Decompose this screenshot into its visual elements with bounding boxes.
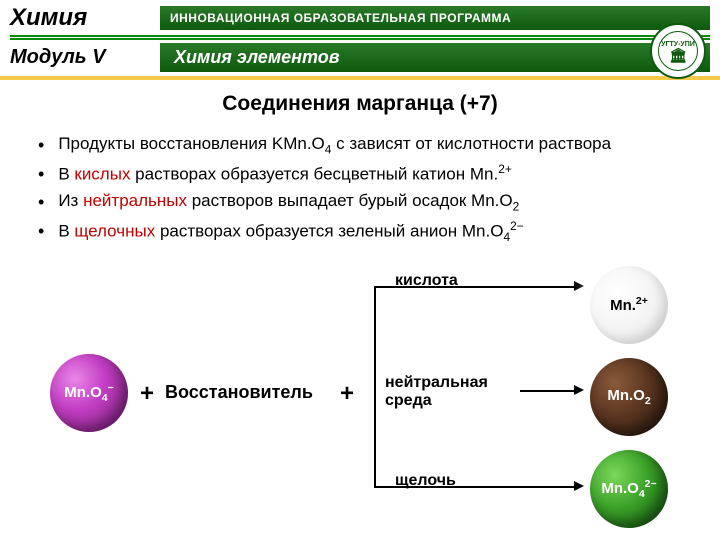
arrow-icon bbox=[574, 481, 584, 491]
bullet-list: Продукты восстановления KMn.O4 с зависят… bbox=[38, 132, 690, 246]
reaction-diagram: Mn.O4− + Восстановитель + кислота нейтра… bbox=[30, 272, 690, 532]
bullet-item: В кислых растворах образуется бесцветный… bbox=[38, 161, 690, 187]
divider-line-1 bbox=[10, 35, 710, 37]
section-bar: Химия элементов bbox=[160, 43, 710, 72]
reagent-sphere: Mn.O4− bbox=[50, 354, 128, 432]
arrow-icon bbox=[574, 281, 584, 291]
neutral-label: нейтральная среда bbox=[385, 374, 525, 410]
reagent-formula: Mn.O4− bbox=[64, 382, 113, 404]
university-logo: УГТУ-УПИ 🏛 bbox=[650, 23, 706, 79]
slide-header: Химия ИННОВАЦИОННАЯ ОБРАЗОВАТЕЛЬНАЯ ПРОГ… bbox=[0, 0, 720, 76]
product-formula: Mn.O2 bbox=[607, 387, 650, 407]
bracket-mid bbox=[520, 390, 576, 392]
plus-sign: + bbox=[340, 380, 354, 408]
product-sphere-neutral: Mn.O2 bbox=[590, 358, 668, 436]
module-label: Модуль V bbox=[10, 46, 160, 69]
building-icon: 🏛 bbox=[669, 48, 687, 62]
product-sphere-acid: Mn.2+ bbox=[590, 266, 668, 344]
slide-content: Соединения марганца (+7) Продукты восста… bbox=[0, 80, 720, 532]
discipline-title: Химия bbox=[10, 4, 160, 32]
divider-line-2 bbox=[10, 38, 710, 40]
bullet-item: В щелочных растворах образуется зеленый … bbox=[38, 218, 690, 246]
product-formula: Mn.2+ bbox=[610, 295, 648, 314]
plus-sign: + bbox=[140, 380, 154, 408]
restorer-label: Восстановитель bbox=[165, 382, 313, 403]
bracket-vertical bbox=[374, 286, 376, 486]
program-bar: ИННОВАЦИОННАЯ ОБРАЗОВАТЕЛЬНАЯ ПРОГРАММА bbox=[160, 6, 710, 30]
product-formula: Mn.O42− bbox=[601, 478, 656, 500]
acid-label: кислота bbox=[395, 272, 458, 290]
bullet-item: Продукты восстановления KMn.O4 с зависят… bbox=[38, 132, 690, 159]
arrow-icon bbox=[574, 385, 584, 395]
alkali-label: щелочь bbox=[395, 472, 456, 490]
product-sphere-alkali: Mn.O42− bbox=[590, 450, 668, 528]
header-top-row: Химия ИННОВАЦИОННАЯ ОБРАЗОВАТЕЛЬНАЯ ПРОГ… bbox=[0, 0, 720, 34]
header-bottom-row: Модуль V Химия элементов УГТУ-УПИ 🏛 bbox=[0, 41, 720, 76]
bullet-item: Из нейтральных растворов выпадает бурый … bbox=[38, 189, 690, 216]
page-title: Соединения марганца (+7) bbox=[30, 92, 690, 116]
